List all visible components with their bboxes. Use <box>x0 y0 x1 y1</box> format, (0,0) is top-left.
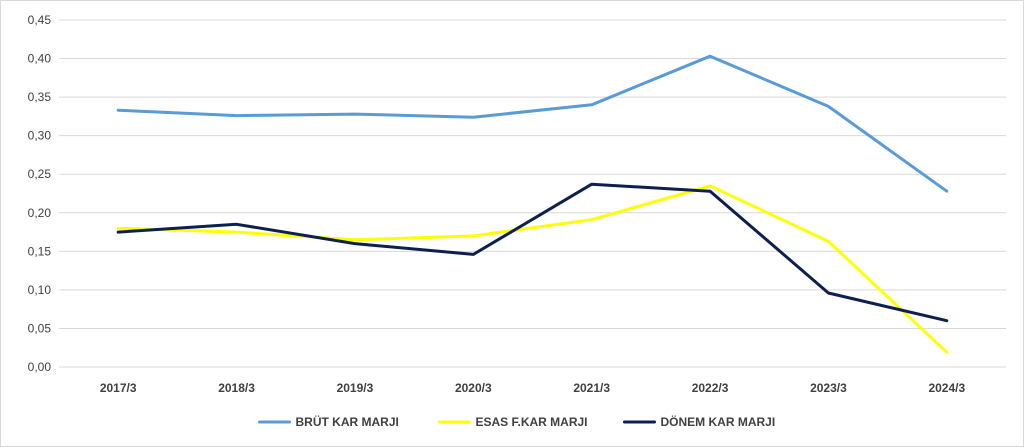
x-tick-label: 2017/3 <box>100 381 137 395</box>
series-line-0 <box>116 54 949 193</box>
series-line-2 <box>116 182 949 323</box>
series-lines <box>116 54 949 354</box>
legend-label: ESAS F.KAR MARJI <box>476 415 588 429</box>
x-tick-label: 2022/3 <box>692 381 729 395</box>
legend-item-1: ESAS F.KAR MARJI <box>438 415 588 429</box>
y-tick-label: 0,15 <box>28 244 52 258</box>
series-line-1 <box>116 184 949 354</box>
x-axis-ticks: 2017/3 2018/3 2019/3 2020/3 2021/3 2022/3 2023… <box>100 381 966 395</box>
gridlines <box>59 19 1006 368</box>
y-tick-label: 0,25 <box>28 167 52 181</box>
y-tick-label: 0,05 <box>28 321 52 335</box>
x-tick-label: 2021/3 <box>573 381 610 395</box>
x-tick-label: 2023/3 <box>810 381 847 395</box>
y-tick-label: 0,35 <box>28 90 52 104</box>
legend-item-2: DÖNEM KAR MARJI <box>623 414 776 429</box>
legend-label: BRÜT KAR MARJI <box>296 414 399 429</box>
x-tick-label: 2020/3 <box>455 381 492 395</box>
y-tick-label: 0,00 <box>28 360 52 374</box>
legend: BRÜT KAR MARJI ESAS F.KAR MARJI DÖNEM KAR … <box>258 414 776 429</box>
legend-item-0: BRÜT KAR MARJI <box>258 414 399 429</box>
y-axis-ticks: 0,00 0,05 0,10 0,15 0,20 0,25 0,30 0,35 0,40 0,45 <box>28 13 52 374</box>
y-tick-label: 0,20 <box>28 206 52 220</box>
legend-label: DÖNEM KAR MARJI <box>661 414 776 429</box>
x-tick-label: 2024/3 <box>928 381 965 395</box>
y-tick-label: 0,45 <box>28 13 52 27</box>
y-tick-label: 0,30 <box>28 129 52 143</box>
y-tick-label: 0,40 <box>28 52 52 66</box>
x-tick-label: 2019/3 <box>337 381 374 395</box>
y-tick-label: 0,10 <box>28 283 52 297</box>
x-tick-label: 2018/3 <box>218 381 255 395</box>
